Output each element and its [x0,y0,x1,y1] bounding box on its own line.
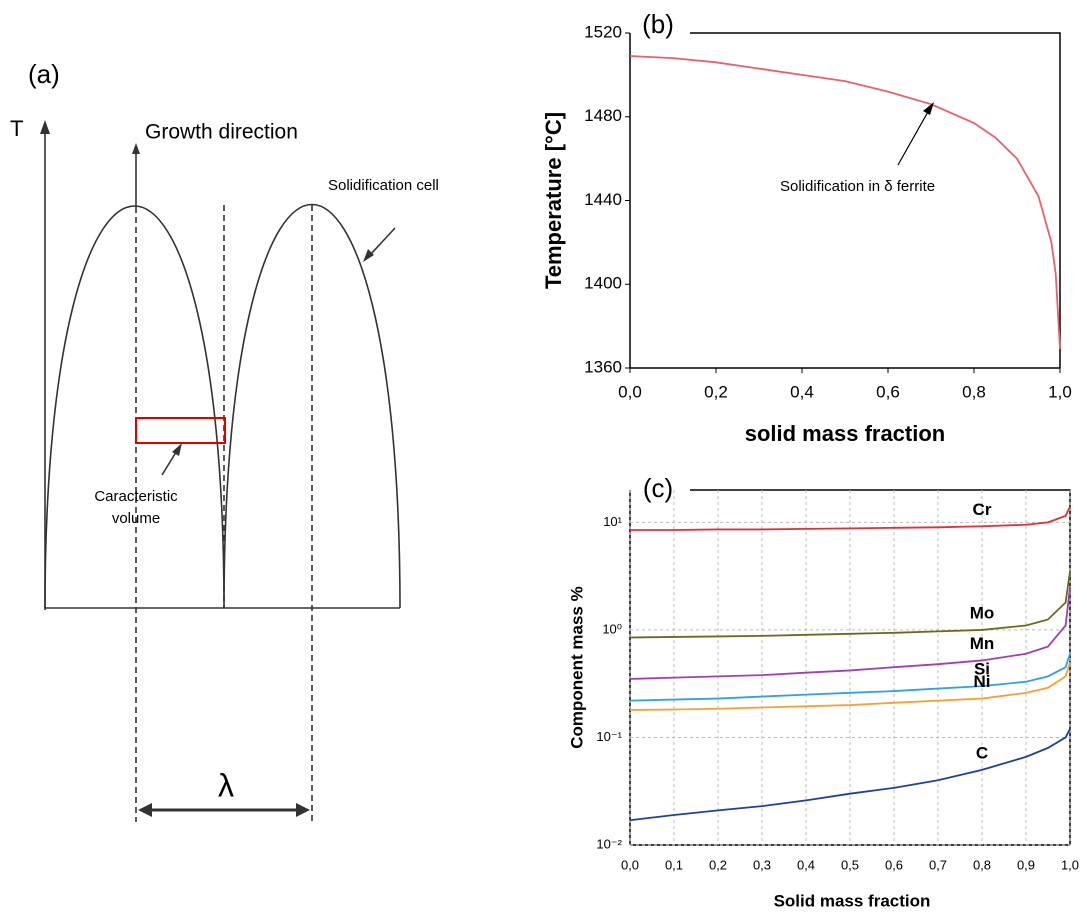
panel-label: (b) [642,9,674,39]
arrow-head [132,143,140,154]
series-label: Si [974,660,990,679]
cell-outline [44,203,401,609]
y-tick-label: 10⁰ [602,621,622,636]
data-line [629,55,1061,350]
data-line [629,587,1071,680]
x-tick-label: 0,2 [709,857,727,872]
x-axis-label: Solid mass fraction [774,891,931,910]
lambda-label: λ [218,767,234,803]
data-line [629,728,1071,822]
x-tick-label: 0,4 [797,857,815,872]
characteristic-volume [135,417,226,444]
series-label: Mn [970,634,995,653]
data-line [629,571,1071,639]
annotation-arrow [897,109,930,166]
series-label: Cr [973,500,992,519]
data-line [629,662,1071,711]
panel-label: (c) [643,473,673,503]
arrow-head [296,803,310,817]
volume-label: Caracteristic [94,488,178,505]
x-tick-label: 0,6 [885,857,903,872]
arrow-head [172,443,182,456]
y-tick-label: 10⁻² [596,836,622,851]
series-label: Ni [974,672,991,691]
y-tick-label: 1440 [584,190,622,209]
x-tick-label: 0,7 [929,857,947,872]
x-tick-label: 0,4 [790,382,814,401]
y-axis-label: Component mass % [567,586,586,748]
y-tick-label: 1400 [584,274,622,293]
axis-label: T [10,116,23,141]
x-tick-label: 0,1 [665,857,683,872]
panel-label: (a) [28,59,60,89]
arrow-head [40,120,50,134]
frame [690,32,1061,368]
x-tick-label: 0,8 [962,382,986,401]
x-tick-label: 0,5 [841,857,859,872]
x-tick-label: 0,8 [973,857,991,872]
y-axis-label: Temperature [°C] [541,112,566,289]
cell-arrow [369,227,396,256]
series-label: Mo [970,603,995,622]
y-tick-label: 1360 [584,357,622,376]
x-tick-label: 1,0 [1061,857,1079,872]
x-tick-label: 0,9 [1017,857,1035,872]
arrow-head [923,102,934,115]
series-label: C [976,743,988,762]
data-line [630,506,1071,531]
x-tick-label: 1,0 [1048,382,1072,401]
x-tick-label: 0,6 [876,382,900,401]
y-tick-label: 1480 [584,106,622,125]
arrow-head [138,803,152,817]
arrow-head [363,249,374,262]
x-tick-label: 0,2 [704,382,728,401]
x-axis-label: solid mass fraction [745,421,946,446]
growth-label: Growth direction [145,121,298,144]
data-line [629,653,1071,702]
y-tick-label: 1520 [584,22,622,41]
x-tick-label: 0,0 [618,382,642,401]
y-tick-label: 10⁻¹ [596,729,622,744]
volume-label: volume [112,510,160,527]
y-tick-label: 10¹ [603,514,622,529]
x-tick-label: 0,0 [621,857,639,872]
x-tick-label: 0,3 [753,857,771,872]
cell-label: Solidification cell [328,177,439,194]
annotation: Solidification in δ ferrite [780,178,935,195]
diagram-a [40,120,401,822]
